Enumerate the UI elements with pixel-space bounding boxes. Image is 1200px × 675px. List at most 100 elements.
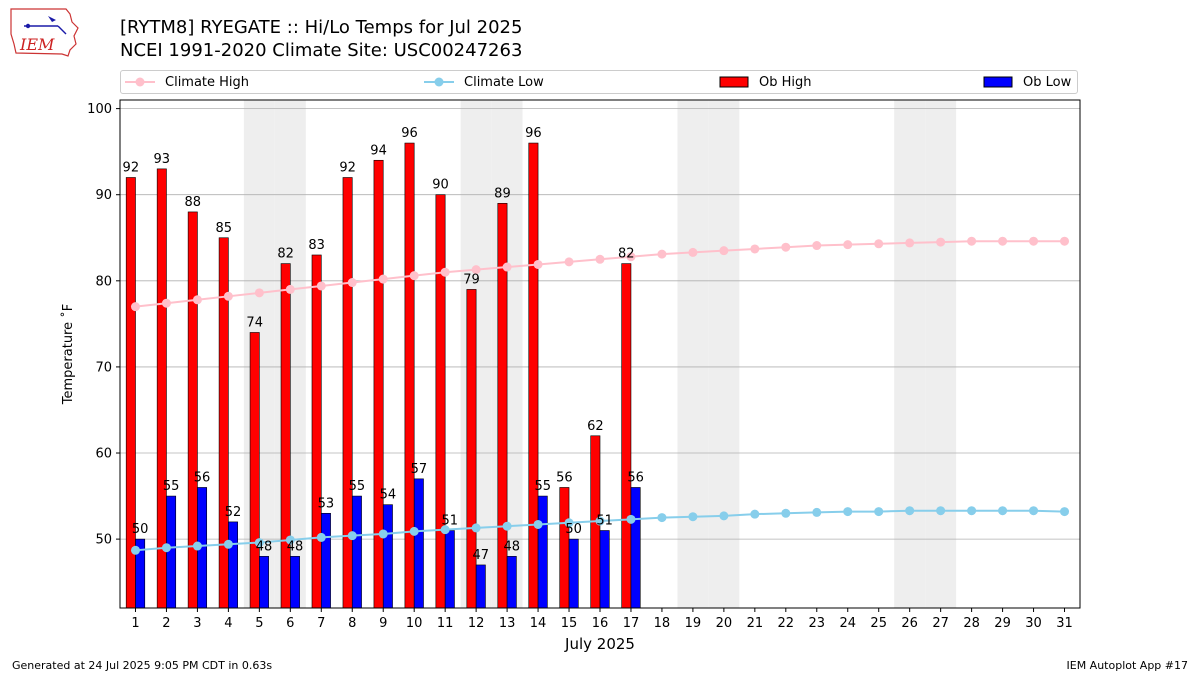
climate-low-point xyxy=(254,538,264,548)
wind-flag-icon xyxy=(48,16,56,22)
legend-blue-swatch-icon xyxy=(983,76,1013,88)
climate-low-point xyxy=(223,539,233,549)
climate-low-point xyxy=(905,506,915,516)
ob-high-label: 96 xyxy=(401,126,418,141)
climate-high-point xyxy=(719,246,729,256)
climate-low-point xyxy=(1029,506,1039,516)
ob-high-bar xyxy=(249,332,260,609)
legend-red-swatch-icon xyxy=(719,76,749,88)
ob-high-bar xyxy=(404,142,415,609)
x-tick-label: 1 xyxy=(131,616,139,631)
ob-high-label: 62 xyxy=(587,419,604,434)
climate-high-point xyxy=(378,274,388,284)
climate-high-point xyxy=(316,281,326,291)
ob-low-bar xyxy=(228,521,238,609)
ob-high-label: 79 xyxy=(463,272,480,287)
ob-high-bar xyxy=(590,435,601,609)
ob-low-label: 57 xyxy=(411,462,428,477)
y-axis-label: Temperature ˚F xyxy=(60,304,76,405)
ob-high-label: 85 xyxy=(215,221,232,236)
climate-high-point xyxy=(905,238,915,248)
climate-high-point xyxy=(409,271,419,281)
ob-high-bar xyxy=(373,159,384,609)
y-tick-label: 50 xyxy=(95,533,112,548)
climate-low-point xyxy=(595,516,605,526)
app-credit: IEM Autoplot App #17 xyxy=(1066,659,1189,672)
ob-low-label: 55 xyxy=(349,479,366,494)
y-tick-label: 80 xyxy=(95,274,112,289)
climate-low-point xyxy=(440,525,450,535)
chart-title: [RYTM8] RYEGATE :: Hi/Lo Temps for Jul 2… xyxy=(120,17,523,38)
ob-low-label: 51 xyxy=(442,514,459,529)
ob-low-bar xyxy=(413,478,424,609)
ob-low-label: 52 xyxy=(225,505,242,520)
climate-low-line xyxy=(135,509,1065,552)
x-tick-label: 30 xyxy=(1025,616,1042,631)
ob-low-label: 55 xyxy=(163,479,180,494)
climate-low-point xyxy=(192,541,202,551)
barb-line-icon xyxy=(57,25,67,35)
ob-low-bar xyxy=(351,495,362,609)
ob-high-label: 74 xyxy=(246,315,263,330)
legend-label-ob-high: Ob High xyxy=(759,74,812,90)
ob-low-label: 48 xyxy=(503,539,520,554)
climate-low-point xyxy=(998,506,1008,516)
climate-high-point xyxy=(874,239,884,249)
iowa-outline-icon xyxy=(10,8,79,57)
ob-low-label: 50 xyxy=(132,522,149,537)
ob-high-label: 82 xyxy=(618,247,635,262)
climate-low-point xyxy=(750,509,760,519)
climate-low-point xyxy=(936,506,946,516)
climate-high-point xyxy=(1029,236,1039,246)
ob-high-label: 89 xyxy=(494,186,511,201)
legend-item-ob-high: Ob High xyxy=(719,71,812,93)
x-tick-label: 17 xyxy=(623,616,640,631)
legend-label-climate-high: Climate High xyxy=(165,74,250,90)
ob-high-bar xyxy=(125,177,136,609)
ob-high-label: 82 xyxy=(277,247,294,262)
weekend-band xyxy=(243,100,275,608)
x-tick-label: 20 xyxy=(716,616,733,631)
x-tick-label: 3 xyxy=(193,616,201,631)
climate-high-point xyxy=(130,302,140,312)
climate-high-point xyxy=(254,288,264,298)
weekend-band xyxy=(894,100,926,608)
ob-low-bar xyxy=(320,512,331,609)
x-tick-label: 28 xyxy=(963,616,980,631)
y-tick-label: 90 xyxy=(95,188,112,203)
generated-timestamp: Generated at 24 Jul 2025 9:05 PM CDT in … xyxy=(12,659,273,672)
x-tick-label: 15 xyxy=(561,616,578,631)
ob-low-bar xyxy=(599,530,610,609)
ob-high-bar xyxy=(559,487,570,609)
x-tick-label: 26 xyxy=(901,616,918,631)
climate-low-point xyxy=(874,507,884,517)
climate-low-point xyxy=(843,507,853,517)
ob-low-bar xyxy=(166,495,177,609)
x-tick-label: 25 xyxy=(870,616,887,631)
x-tick-label: 21 xyxy=(747,616,764,631)
ob-low-bar xyxy=(475,564,486,609)
climate-high-point xyxy=(223,291,233,301)
logo-text: IEM xyxy=(19,35,55,54)
climate-low-point xyxy=(626,514,636,524)
x-tick-label: 24 xyxy=(839,616,856,631)
weekend-band xyxy=(677,100,709,608)
ob-low-bar xyxy=(290,556,300,609)
ob-low-bar xyxy=(197,487,208,609)
climate-high-point xyxy=(626,252,636,262)
ob-low-bar xyxy=(537,495,548,609)
iem-logo: IEM xyxy=(10,8,79,57)
ob-high-bar xyxy=(280,263,291,609)
ob-low-label: 47 xyxy=(473,548,490,563)
ob-low-bar xyxy=(259,556,269,609)
climate-high-point xyxy=(1060,236,1070,246)
ob-high-label: 94 xyxy=(370,143,387,158)
climate-high-point xyxy=(440,267,450,277)
climate-high-point xyxy=(998,236,1008,246)
ob-low-label: 48 xyxy=(287,539,304,554)
x-tick-label: 11 xyxy=(437,616,454,631)
climate-high-point xyxy=(347,278,357,288)
climate-low-point xyxy=(812,507,822,517)
climate-low-point xyxy=(471,523,481,533)
